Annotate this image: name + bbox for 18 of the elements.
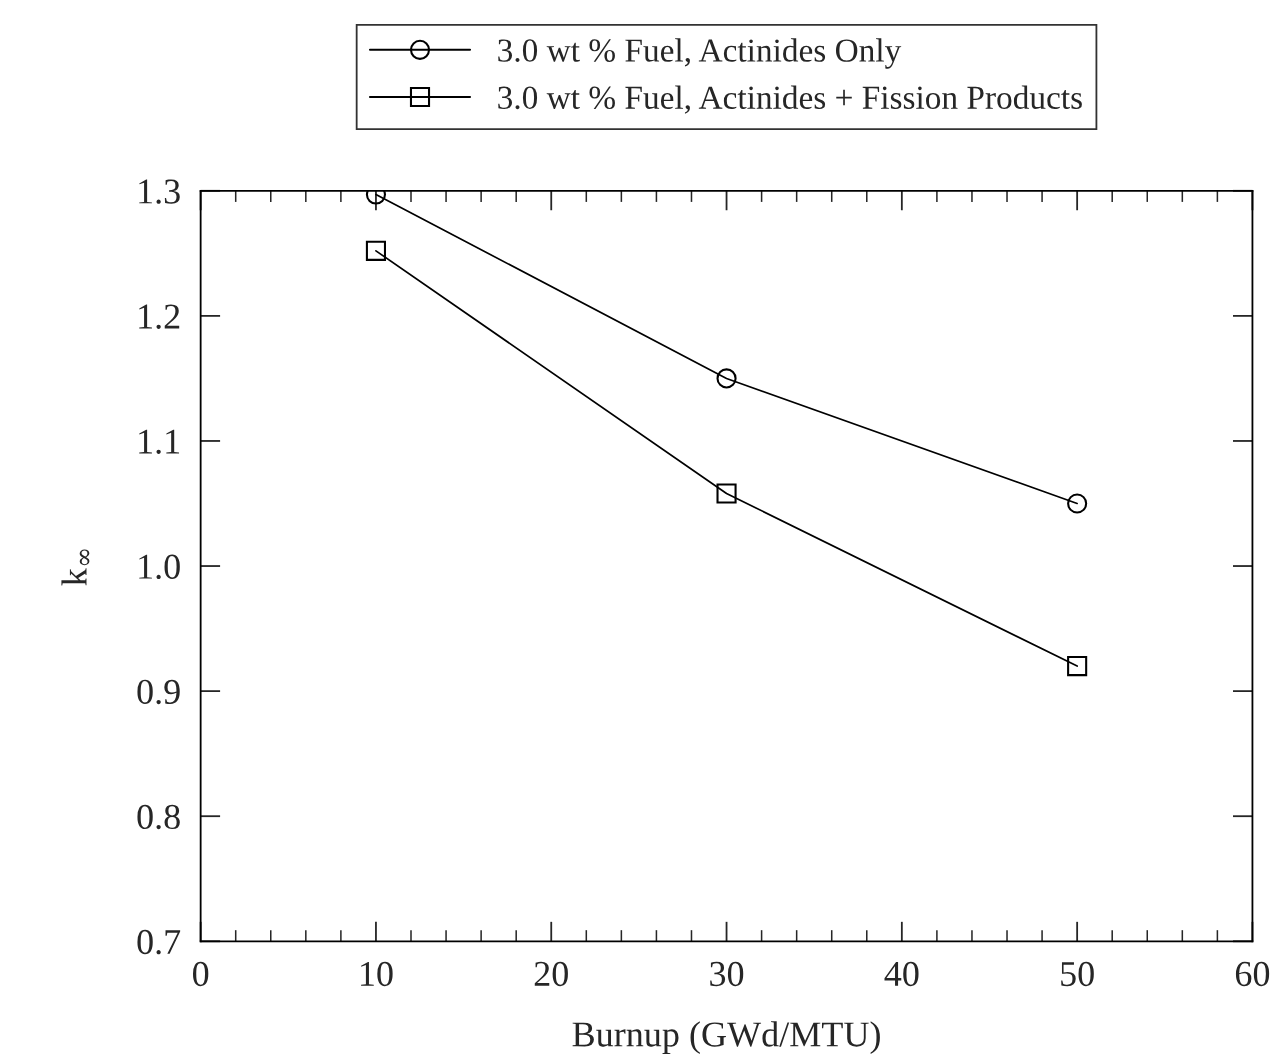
- y-tick-label: 0.9: [137, 679, 180, 705]
- y-axis-title: k$_{∞}$: [61, 549, 90, 586]
- x-axis-title: Burnup (GWd/MTU): [572, 1021, 880, 1054]
- x-tick-label: 60: [1235, 961, 1270, 987]
- y-tick-label: 0.8: [137, 804, 180, 830]
- legend-label: 3.0 wt % Fuel, Actinides + Fission Products: [498, 85, 1082, 114]
- y-tick-label: 0.7: [137, 929, 181, 955]
- x-tick-label: 40: [884, 961, 919, 987]
- x-tick-label: 0: [192, 961, 209, 987]
- x-tick-label: 50: [1061, 961, 1094, 987]
- x-tick-label: 20: [534, 961, 568, 987]
- y-tick-label: 1.1: [139, 429, 180, 454]
- y-tick-label: 1.3: [139, 179, 180, 204]
- legend-label: 3.0 wt % Fuel, Actinides Only: [498, 38, 902, 69]
- y-tick-label: 1.2: [139, 304, 180, 329]
- y-tick-label: 1.0: [139, 554, 180, 580]
- x-tick-label: 10: [361, 961, 393, 987]
- x-tick-label: 30: [710, 961, 744, 987]
